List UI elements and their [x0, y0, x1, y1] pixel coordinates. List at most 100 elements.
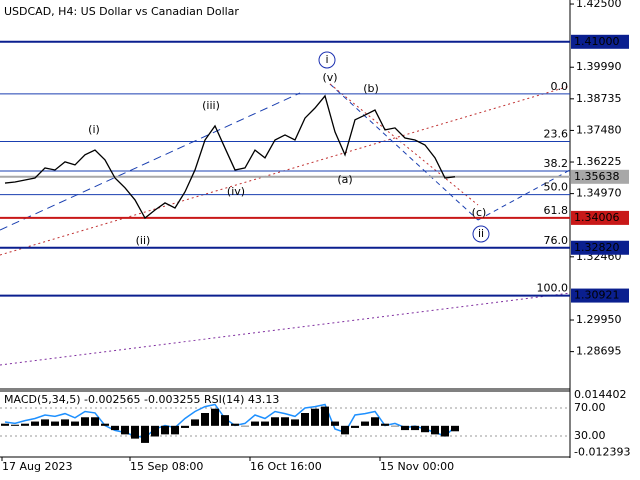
- price-label-box: [571, 34, 629, 49]
- y2-tick-label: -0.012393: [574, 445, 630, 458]
- macd-bar: [241, 425, 249, 427]
- price-label: 1.30921: [574, 289, 620, 302]
- x-tick-label: 17 Aug 2023: [2, 460, 72, 473]
- macd-bar: [231, 423, 239, 426]
- macd-bar: [201, 413, 209, 426]
- y2-tick-label: 0.014402: [574, 388, 627, 401]
- wave-circle: [472, 225, 490, 243]
- y-tick-label: 1.34970: [576, 187, 622, 200]
- macd-bar: [341, 425, 349, 435]
- wave-label: (a): [337, 173, 352, 186]
- y-tick-label: 30.00: [574, 429, 606, 442]
- x-tick-label: 15 Sep 08:00: [130, 460, 203, 473]
- macd-bar: [141, 425, 149, 443]
- price-label-box: [571, 288, 629, 303]
- y-tick-label: 1.42500: [576, 0, 622, 10]
- wave-label: (ii): [136, 234, 151, 247]
- fib-label: 50.0: [544, 181, 569, 194]
- macd-bar: [1, 423, 9, 426]
- wave-line: [329, 83, 479, 221]
- macd-bar: [311, 408, 319, 426]
- macd-bar: [261, 421, 269, 426]
- macd-bar: [301, 413, 309, 426]
- x-tick-label: 16 Oct 16:00: [250, 460, 322, 473]
- fib-label: 100.0: [537, 282, 569, 295]
- fib-label: 38.2: [544, 157, 569, 170]
- macd-bar: [21, 423, 29, 426]
- macd-bar: [131, 425, 139, 439]
- macd-bar: [441, 425, 449, 437]
- macd-bar: [411, 425, 419, 431]
- fib-label: 23.6: [544, 128, 569, 141]
- fib-label: 0.0: [551, 80, 569, 93]
- macd-bar: [91, 417, 99, 426]
- y-tick-label: 1.38735: [576, 92, 622, 105]
- macd-bar: [11, 424, 19, 426]
- macd-bar: [61, 419, 69, 426]
- macd-bar: [281, 417, 289, 426]
- wave-label: ii: [478, 227, 484, 240]
- price-label-box: [571, 169, 629, 184]
- macd-bar: [101, 423, 109, 426]
- macd-bar: [431, 425, 439, 435]
- macd-bar: [391, 425, 399, 427]
- macd-bar: [111, 425, 119, 431]
- y-tick-label: 1.37480: [576, 123, 622, 136]
- fib-label: 76.0: [544, 234, 569, 247]
- macd-bar: [251, 421, 259, 426]
- fib-label: 61.8: [544, 204, 569, 217]
- macd-bar: [211, 408, 219, 426]
- x-tick-label: 15 Nov 00:00: [380, 460, 454, 473]
- y-tick-label: 1.39990: [576, 60, 622, 73]
- macd-bar: [41, 419, 49, 426]
- trend-line: [0, 85, 571, 256]
- macd-bar: [81, 417, 89, 426]
- macd-bar: [171, 425, 179, 435]
- price-label-box: [571, 240, 629, 255]
- macd-bar: [331, 421, 339, 426]
- y-tick-label: 1.28695: [576, 345, 622, 358]
- y-tick-label: 1.36225: [576, 155, 622, 168]
- wave-label: (iv): [227, 185, 245, 198]
- macd-bar: [121, 425, 129, 435]
- macd-bar: [401, 425, 409, 431]
- macd-bar: [421, 425, 429, 433]
- macd-bar: [371, 417, 379, 426]
- macd-bar: [221, 415, 229, 426]
- price-label: 1.32820: [574, 241, 620, 254]
- macd-bar: [351, 425, 359, 428]
- macd-bar: [451, 425, 459, 432]
- wave-circle: [318, 51, 336, 69]
- macd-bar: [361, 421, 369, 426]
- macd-bar: [161, 425, 169, 435]
- chart-title: USDCAD, H4: US Dollar vs Canadian Dollar: [4, 5, 239, 18]
- macd-bar: [271, 417, 279, 426]
- y-tick-label: 70.00: [574, 401, 606, 414]
- indicator-title: MACD(5,34,5) -0.002565 -0.003255 RSI(14)…: [4, 393, 279, 406]
- macd-bar: [321, 406, 329, 426]
- macd-bar: [191, 419, 199, 426]
- wave-label: i: [325, 53, 328, 66]
- y-tick-label: 1.29950: [576, 313, 622, 326]
- price-label: 1.34006: [574, 211, 620, 224]
- price-label-box: [571, 210, 629, 225]
- price-line: [4, 94, 456, 220]
- wave-label: (iii): [202, 99, 220, 112]
- price-label: 1.41000: [574, 35, 620, 48]
- trend-line: [0, 92, 301, 231]
- macd-bar: [71, 421, 79, 426]
- macd-bar: [181, 425, 189, 428]
- wave-label: (c): [472, 206, 487, 219]
- macd-bar: [151, 425, 159, 437]
- wave-label: (b): [363, 82, 379, 95]
- trend-line: [0, 292, 571, 366]
- wave-label: (i): [88, 123, 100, 136]
- wave-label: (v): [322, 71, 337, 84]
- macd-bar: [51, 421, 59, 426]
- wave-line: [329, 83, 479, 206]
- macd-bar: [291, 419, 299, 426]
- rsi-line: [4, 403, 456, 439]
- macd-bar: [31, 421, 39, 426]
